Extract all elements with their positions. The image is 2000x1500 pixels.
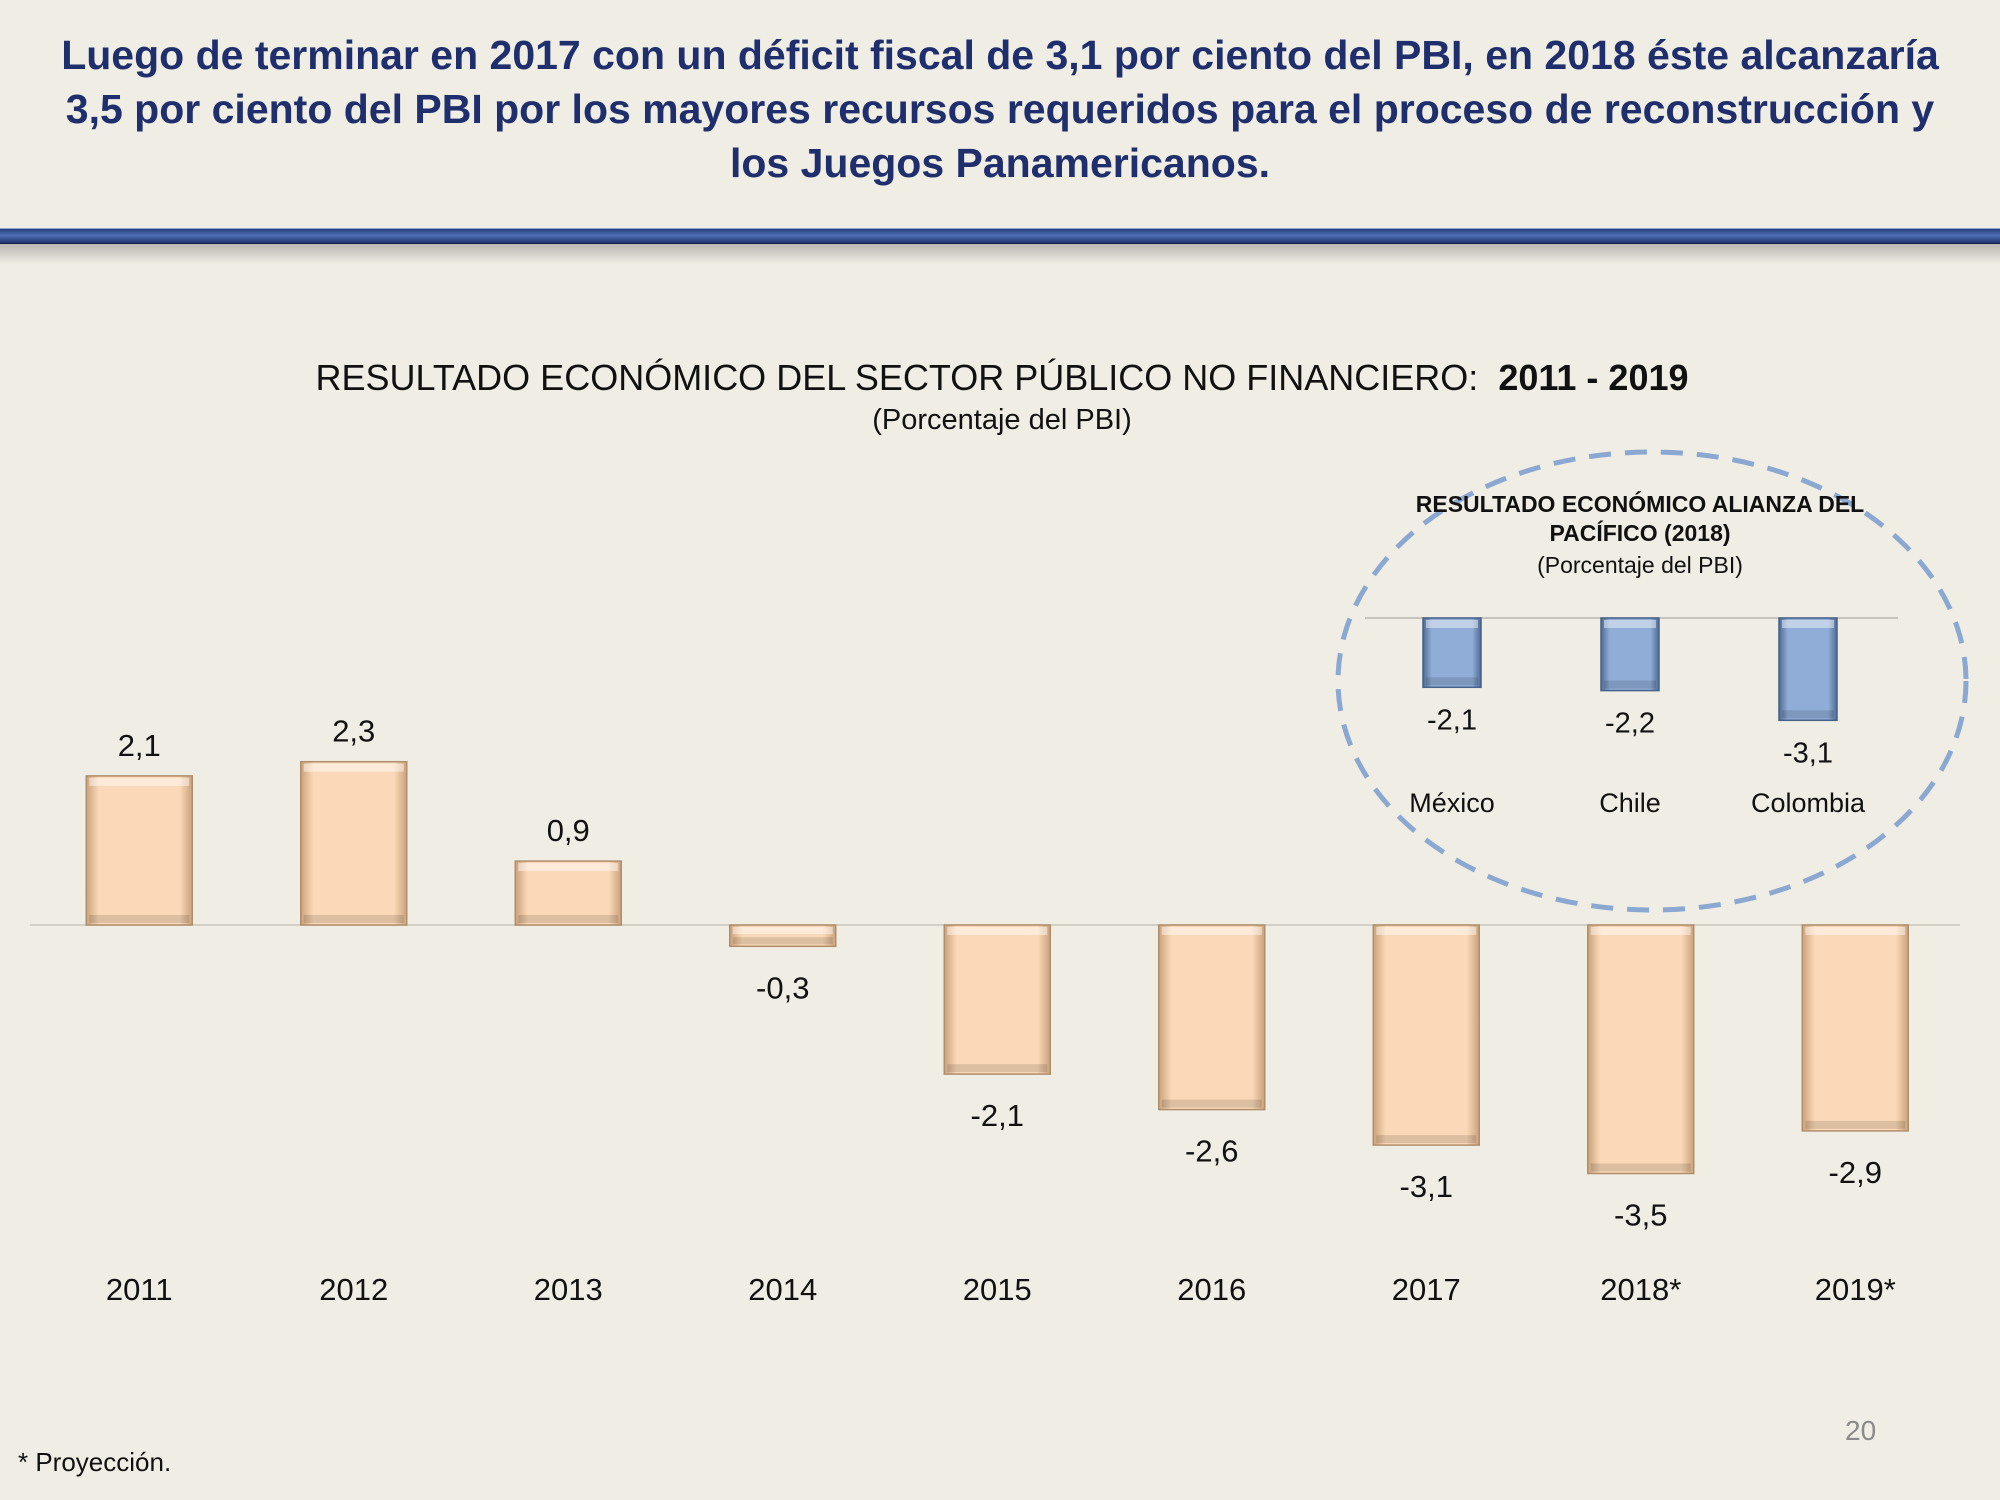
inset-bar-Colombia xyxy=(1778,617,1838,722)
header-rule xyxy=(0,228,2000,244)
inset-category-label: México xyxy=(1409,788,1495,818)
chart-title-years: 2011 - 2019 xyxy=(1498,357,1689,398)
category-label: 2017 xyxy=(1392,1272,1461,1307)
data-label: -2,1 xyxy=(971,1098,1024,1133)
bar-2016 xyxy=(1158,924,1266,1111)
headline: Luego de terminar en 2017 con un déficit… xyxy=(61,32,1939,186)
bar-2015 xyxy=(943,924,1051,1075)
inset-subtitle: (Porcentaje del PBI) xyxy=(1537,552,1743,578)
data-label: 2,1 xyxy=(118,728,161,763)
category-label: 2018* xyxy=(1600,1272,1681,1307)
inset-bar-México xyxy=(1422,617,1482,689)
header-shadow xyxy=(0,244,2000,264)
chart-title-text: RESULTADO ECONÓMICO DEL SECTOR PÚBLICO N… xyxy=(315,357,1479,398)
bar-2019* xyxy=(1801,924,1909,1132)
main-bar-chart: 2,1 2011 2,3 2012 0,9 2013 -0,3 2014 -2,1 2015 -2,… xyxy=(30,714,1960,1307)
bar-2018* xyxy=(1587,924,1695,1175)
category-label: 2013 xyxy=(534,1272,603,1307)
data-label: -3,5 xyxy=(1614,1198,1667,1233)
data-label: -2,9 xyxy=(1829,1155,1882,1190)
data-label: 0,9 xyxy=(547,813,590,848)
footnote: * Proyección. xyxy=(18,1447,172,1477)
slide-header: Luego de terminar en 2017 con un déficit… xyxy=(0,0,2000,228)
bar-2012 xyxy=(300,760,408,926)
chart-subtitle: (Porcentaje del PBI) xyxy=(872,404,1132,436)
inset-data-label: -3,1 xyxy=(1783,737,1833,769)
data-label: -0,3 xyxy=(756,970,809,1005)
inset-category-label: Chile xyxy=(1599,788,1661,818)
inset-data-label: -2,2 xyxy=(1605,708,1655,740)
category-label: 2014 xyxy=(748,1272,817,1307)
data-label: 2,3 xyxy=(332,714,375,749)
category-label: 2016 xyxy=(1177,1272,1246,1307)
data-label: -2,6 xyxy=(1185,1134,1238,1169)
inset-bar-chart: -2,1 México -2,2 Chile -3,1 Colombia xyxy=(1335,449,1969,913)
inset-title: RESULTADO ECONÓMICO ALIANZA DEL PACÍFICO… xyxy=(1415,491,1865,546)
category-label: 2012 xyxy=(319,1272,388,1307)
inset-bar-Chile xyxy=(1600,617,1660,692)
category-label: 2019* xyxy=(1815,1272,1896,1307)
category-label: 2015 xyxy=(963,1272,1032,1307)
inset-data-label: -2,1 xyxy=(1427,704,1477,736)
page-number: 20 xyxy=(1845,1415,1877,1446)
bar-2017 xyxy=(1372,924,1480,1146)
category-label: 2011 xyxy=(106,1272,173,1307)
bar-2013 xyxy=(514,860,622,926)
bar-2014 xyxy=(729,924,837,948)
inset-category-label: Colombia xyxy=(1751,788,1866,818)
bar-2011 xyxy=(85,775,193,926)
chart-title: RESULTADO ECONÓMICO DEL SECTOR PÚBLICO N… xyxy=(0,357,2000,399)
data-label: -3,1 xyxy=(1400,1169,1453,1204)
